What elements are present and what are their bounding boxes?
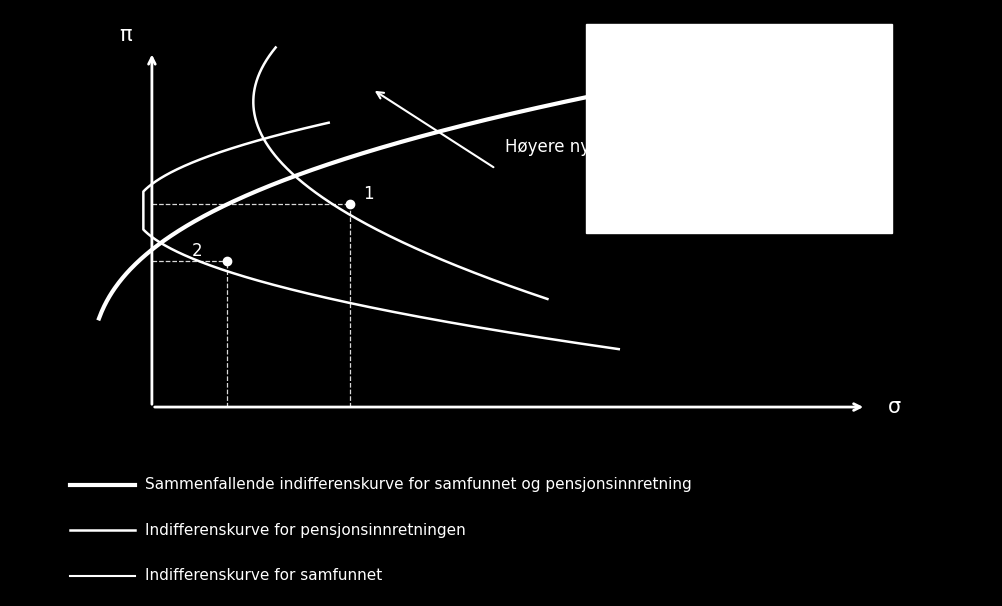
Text: Indifferenskurve for pensjonsinnretningen: Indifferenskurve for pensjonsinnretninge…	[145, 523, 466, 538]
Text: Indifferenskurve for samfunnet: Indifferenskurve for samfunnet	[145, 568, 383, 583]
Text: Høyere nytte: Høyere nytte	[505, 138, 613, 156]
Text: 1: 1	[364, 185, 374, 203]
Text: π: π	[119, 25, 131, 45]
Text: Sammenfallende indifferenskurve for samfunnet og pensjonsinnretning: Sammenfallende indifferenskurve for samf…	[145, 478, 692, 492]
Text: σ: σ	[888, 397, 901, 417]
Text: 2: 2	[191, 242, 202, 260]
